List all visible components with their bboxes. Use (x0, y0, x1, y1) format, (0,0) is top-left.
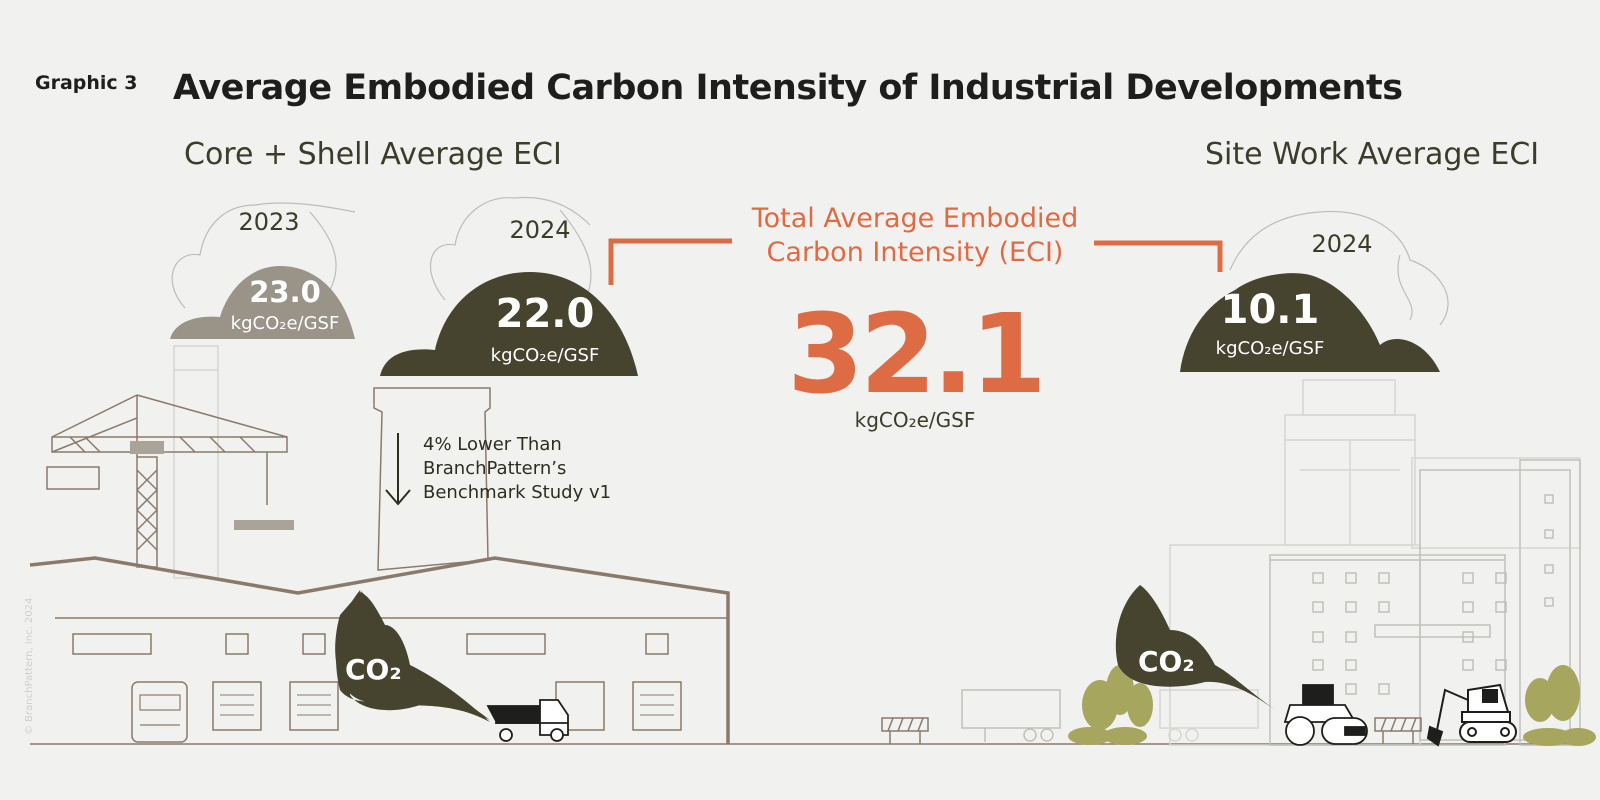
total-eci-value: 32.1 (787, 290, 1046, 418)
site-work-section-title: Site Work Average ECI (1205, 137, 1540, 172)
total-bracket-right (1094, 240, 1223, 272)
core-shell-section-title: Core + Shell Average ECI (184, 137, 562, 172)
year-label-2024-site: 2024 (1311, 230, 1373, 258)
barrier-2 (1374, 717, 1422, 744)
eci-unit-2024-site: kgCO₂e/GSF (1215, 338, 1325, 359)
eci-unit-2023: kgCO₂e/GSF (230, 313, 340, 334)
co2-plume-right (1115, 585, 1278, 712)
year-label-2024-core: 2024 (509, 216, 571, 244)
copyright-text: © BranchPattern, Inc. 2024 (24, 597, 35, 735)
trees-right (1523, 665, 1596, 746)
page-title: Average Embodied Carbon Intensity of Ind… (173, 68, 1403, 108)
benchmark-note: 4% Lower Than BranchPattern’s Benchmark … (423, 434, 612, 503)
crane-load (234, 520, 294, 530)
barrier-1 (881, 717, 929, 744)
trailer-right (1159, 689, 1259, 742)
trees-left (1068, 665, 1153, 745)
crane-cab (130, 441, 164, 454)
eci-value-2024-site: 10.1 (1220, 287, 1320, 333)
cloud-2024 (380, 272, 638, 376)
smoke-outline-2024 (429, 196, 592, 301)
co2-label-left: CO₂ (345, 653, 402, 686)
total-bracket-left (608, 238, 732, 285)
dump-truck (486, 699, 569, 742)
eci-value-2023: 23.0 (249, 275, 321, 309)
excavator (1426, 683, 1517, 747)
smoke-outline-site (1229, 210, 1449, 326)
cloud-2023 (170, 266, 355, 339)
eci-unit-2024-core: kgCO₂e/GSF (490, 345, 600, 366)
warehouse (29, 556, 730, 744)
chimney-left (173, 345, 219, 579)
year-label-2023: 2023 (238, 208, 300, 236)
total-eci-title: Total Average Embodied Carbon Intensity … (751, 203, 1079, 268)
site-building-front (1269, 459, 1581, 746)
eci-value-2024-core: 22.0 (495, 291, 595, 337)
crane (46, 394, 288, 568)
graphic-label: Graphic 3 (35, 72, 138, 94)
steamroller (1283, 684, 1368, 746)
cloud-site-2024 (1180, 273, 1440, 372)
decrease-arrow-icon (385, 433, 411, 506)
co2-label-right: CO₂ (1138, 645, 1195, 678)
total-eci-unit: kgCO₂e/GSF (854, 408, 976, 432)
smoke-outline-2023 (171, 202, 356, 309)
trailer-left (961, 689, 1061, 742)
